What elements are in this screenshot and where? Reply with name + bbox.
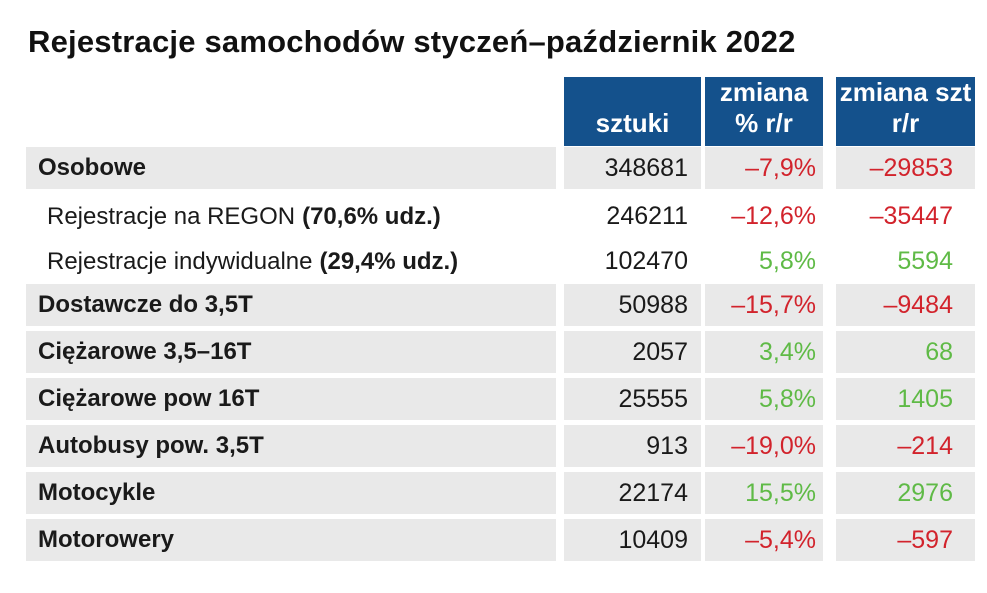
- cell-zmiana-pct: 3,4%: [705, 331, 823, 373]
- column-gap: [556, 425, 564, 467]
- column-gap: [556, 194, 564, 239]
- column-gap: [823, 284, 836, 326]
- column-gap: [556, 147, 564, 189]
- cell-sztuki: 10409: [564, 519, 701, 561]
- row-label-cell: Motocykle: [26, 472, 556, 514]
- page-title: Rejestracje samochodów styczeń–październ…: [28, 24, 796, 59]
- cell-zmiana-pct: –7,9%: [705, 147, 823, 189]
- row-label: Ciężarowe 3,5–16T: [38, 338, 252, 365]
- table-row: Osobowe 348681 –7,9% –29853: [26, 147, 975, 189]
- row-label: Motorowery: [38, 526, 175, 553]
- cell-sztuki: 25555: [564, 378, 701, 420]
- row-label-cell: Ciężarowe 3,5–16T: [26, 331, 556, 373]
- column-gap: [823, 425, 836, 467]
- column-header-zmiana-szt: zmiana szt r/r: [836, 77, 975, 146]
- column-header-sztuki: sztuki: [564, 77, 701, 146]
- cell-sztuki: 348681: [564, 147, 701, 189]
- table-rows: Osobowe 348681 –7,9% –29853 Rejestracje …: [26, 147, 975, 561]
- row-label-cell: Rejestracje na REGON (70,6% udz.): [26, 194, 556, 239]
- row-label: Autobusy pow. 3,5T: [38, 432, 264, 459]
- cell-sztuki: 246211: [606, 202, 688, 230]
- cell-sztuki: 2057: [564, 331, 701, 373]
- column-gap: [556, 472, 564, 514]
- cell-zmiana-szt: 68: [836, 331, 975, 373]
- row-label-cell: Motorowery: [26, 519, 556, 561]
- cell-zmiana-szt: –9484: [836, 284, 975, 326]
- table-row: Autobusy pow. 3,5T 913 –19,0% –214: [26, 425, 975, 467]
- column-header-zmiana-pct: zmiana % r/r: [705, 77, 823, 146]
- header-gap: [823, 77, 836, 146]
- cell-zmiana-szt: 2976: [836, 472, 975, 514]
- column-gap: [556, 519, 564, 561]
- table-row: Motocykle 22174 15,5% 2976: [26, 472, 975, 514]
- column-gap: [823, 147, 836, 189]
- cell-zmiana-pct: –12,6%: [731, 202, 816, 230]
- header-gap: [556, 77, 564, 146]
- cell-zmiana-pct: 5,8%: [705, 378, 823, 420]
- row-label: Dostawcze do 3,5T: [38, 291, 253, 318]
- table-header-row: sztuki zmiana % r/r zmiana szt r/r: [26, 77, 975, 146]
- table-row: Rejestracje indywidualne (29,4% udz.) 10…: [26, 239, 975, 284]
- table-row: Motorowery 10409 –5,4% –597: [26, 519, 975, 561]
- row-label-cell: Autobusy pow. 3,5T: [26, 425, 556, 467]
- row-label-suffix: (70,6% udz.): [302, 202, 441, 230]
- row-label: Rejestracje indywidualne: [47, 247, 313, 275]
- cell-sztuki: 22174: [564, 472, 701, 514]
- column-gap: [556, 284, 564, 326]
- row-label-cell: Ciężarowe pow 16T: [26, 378, 556, 420]
- column-gap: [556, 239, 564, 284]
- row-label-suffix: (29,4% udz.): [319, 247, 459, 275]
- table-row: Dostawcze do 3,5T 50988 –15,7% –9484: [26, 284, 975, 326]
- column-gap: [823, 331, 836, 373]
- table-row: Ciężarowe 3,5–16T 2057 3,4% 68: [26, 331, 975, 373]
- registrations-table: sztuki zmiana % r/r zmiana szt r/r Osobo…: [26, 77, 975, 566]
- column-gap: [823, 472, 836, 514]
- cell-zmiana-szt: 5594: [897, 247, 953, 275]
- cell-zmiana-szt: –597: [836, 519, 975, 561]
- cell-sztuki: 102470: [604, 247, 688, 275]
- cell-zmiana-szt: 1405: [836, 378, 975, 420]
- row-label-cell: Rejestracje indywidualne (29,4% udz.): [26, 239, 556, 284]
- cell-sztuki: 913: [564, 425, 701, 467]
- cell-zmiana-pct: 5,8%: [759, 247, 816, 275]
- cell-zmiana-szt: –35447: [869, 202, 953, 230]
- cell-zmiana-szt: –214: [836, 425, 975, 467]
- row-label-cell: Dostawcze do 3,5T: [26, 284, 556, 326]
- column-gap: [556, 378, 564, 420]
- column-gap: [823, 194, 836, 239]
- row-label: Rejestracje na REGON: [47, 202, 296, 230]
- column-gap: [556, 331, 564, 373]
- cell-zmiana-pct: 15,5%: [705, 472, 823, 514]
- column-gap: [823, 239, 836, 284]
- cell-zmiana-pct: –19,0%: [705, 425, 823, 467]
- row-label: Osobowe: [38, 154, 147, 181]
- table-row: Ciężarowe pow 16T 25555 5,8% 1405: [26, 378, 975, 420]
- row-label: Motocykle: [38, 479, 156, 506]
- header-spacer: [26, 77, 556, 146]
- column-gap: [823, 378, 836, 420]
- cell-zmiana-pct: –5,4%: [705, 519, 823, 561]
- table-row: Rejestracje na REGON (70,6% udz.) 246211…: [26, 194, 975, 239]
- cell-zmiana-pct: –15,7%: [705, 284, 823, 326]
- cell-sztuki: 50988: [564, 284, 701, 326]
- row-label-cell: Osobowe: [26, 147, 556, 189]
- cell-zmiana-szt: –29853: [836, 147, 975, 189]
- column-gap: [823, 519, 836, 561]
- row-label: Ciężarowe pow 16T: [38, 385, 260, 412]
